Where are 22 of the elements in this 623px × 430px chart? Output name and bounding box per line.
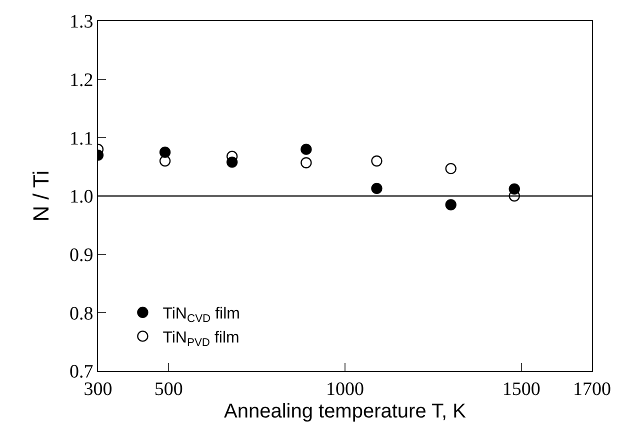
y-tick-label: 1.2 (69, 70, 94, 91)
x-tick-label: 1000 (326, 378, 364, 400)
point (445, 162, 456, 174)
point (371, 155, 382, 167)
y-tick-label: 0.8 (69, 303, 94, 324)
y-tick-label: 1.1 (69, 128, 94, 150)
point (300, 144, 312, 155)
point (445, 199, 456, 210)
y-tick-label: 0.9 (69, 244, 94, 266)
point (300, 157, 312, 168)
point (159, 146, 171, 158)
x-tick-label: 500 (154, 378, 183, 400)
y-axis-title: N / Ti (28, 170, 54, 222)
x-tick-label: 1500 (502, 378, 540, 400)
x-axis-title: Annealing temperature T, K (224, 400, 467, 422)
x-tick-label: 1700 (573, 378, 611, 400)
point (159, 155, 171, 167)
point (371, 182, 382, 194)
y-tick-label: 1.3 (69, 12, 94, 33)
legend-label: TiN$_{CVD}$ film (162, 306, 240, 325)
legend-label: TiN$_{PVD}$ film (162, 329, 240, 349)
y-tick-label: 1.0 (69, 186, 94, 208)
